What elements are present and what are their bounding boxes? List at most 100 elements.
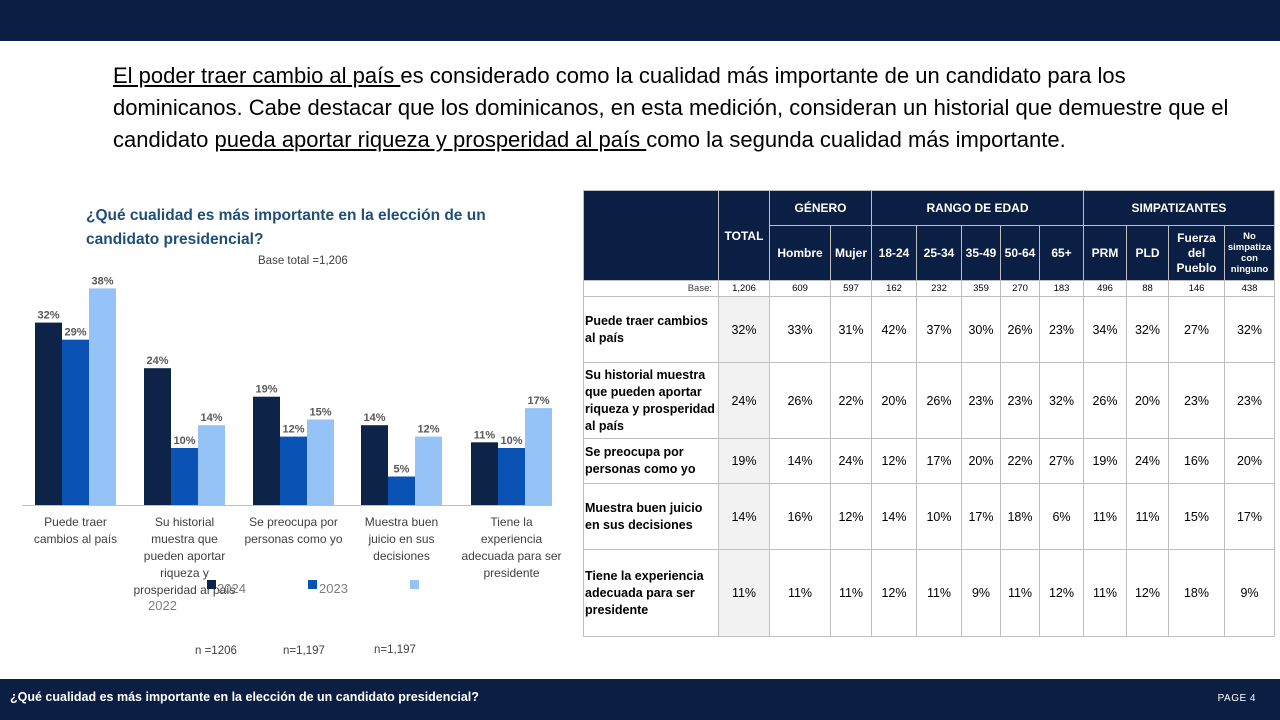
cell-value: 16% xyxy=(1168,438,1225,484)
cell-value: 32% xyxy=(1039,362,1084,439)
header-pld: PLD xyxy=(1126,225,1169,281)
n-label-2022: n=1,197 xyxy=(374,644,416,656)
row-label: Se preocupa por personas como yo xyxy=(583,438,719,484)
data-label: 19% xyxy=(255,384,277,396)
cell-value: 27% xyxy=(1168,296,1225,363)
header-no-simpatiza: No simpatiza con ninguno xyxy=(1224,225,1275,281)
data-label: 32% xyxy=(37,310,59,322)
bar-2024-1 xyxy=(144,368,171,505)
cell-value: 22% xyxy=(1000,438,1040,484)
cell-total: 14% xyxy=(718,483,770,550)
bar-2023-0 xyxy=(62,339,89,505)
data-label: 29% xyxy=(64,327,86,339)
cell-value: 20% xyxy=(1224,438,1275,484)
bar-2022-2 xyxy=(307,419,334,505)
legend-swatch-2 xyxy=(410,580,419,589)
data-label: 12% xyxy=(282,424,304,436)
base-label: Base: xyxy=(583,280,719,297)
row-label: Su historial muestra que pueden aportar … xyxy=(583,362,719,439)
cell-value: 20% xyxy=(871,362,917,439)
base-value: 88 xyxy=(1126,280,1169,297)
base-value: 496 xyxy=(1083,280,1127,297)
data-label: 14% xyxy=(363,412,385,424)
category-label: adecuada para ser xyxy=(461,549,561,563)
bar-2023-4 xyxy=(498,448,525,505)
bar-2024-4 xyxy=(471,442,498,505)
data-label: 12% xyxy=(417,424,439,436)
category-label: cambios al país xyxy=(34,532,117,546)
category-label: juicio en sus xyxy=(367,532,434,546)
header-edad: RANGO DE EDAD xyxy=(871,190,1084,226)
cell-value: 22% xyxy=(830,362,872,439)
cell-value: 32% xyxy=(1224,296,1275,363)
table-row: Tiene la experiencia adecuada para ser p… xyxy=(583,549,1275,637)
cell-value: 20% xyxy=(961,438,1001,484)
cell-total: 19% xyxy=(718,438,770,484)
bar-2024-2 xyxy=(253,396,280,505)
cell-value: 26% xyxy=(1000,296,1040,363)
bar-2022-1 xyxy=(198,425,225,505)
cell-value: 9% xyxy=(961,549,1001,637)
cell-value: 19% xyxy=(1083,438,1127,484)
intro-text-2: como la segunda cualidad más importante. xyxy=(646,127,1066,152)
base-value: 359 xyxy=(961,280,1001,297)
data-label: 5% xyxy=(394,464,410,476)
base-value: 183 xyxy=(1039,280,1084,297)
cell-total: 32% xyxy=(718,296,770,363)
base-row: Base: 1,206 609 597 162 232 359 270 183 … xyxy=(583,280,1275,297)
header-hombre: Hombre xyxy=(769,225,831,281)
chart-base-total: Base total =1,206 xyxy=(258,255,348,267)
base-value: 609 xyxy=(769,280,831,297)
intro-highlight-1: El poder traer cambio al país xyxy=(113,63,401,88)
data-label: 14% xyxy=(200,412,222,424)
bar-chart: 32% 24% 19% 14% 11% 29% 10% 12% 5% 10% 38% 14% 15% 12… xyxy=(22,275,562,610)
base-value: 1,206 xyxy=(718,280,770,297)
category-label: Su historial xyxy=(155,515,214,529)
bar-2024-0 xyxy=(35,322,62,505)
cell-value: 30% xyxy=(961,296,1001,363)
category-label: Muestra buen xyxy=(365,515,438,529)
cell-value: 27% xyxy=(1039,438,1084,484)
cell-value: 32% xyxy=(1126,296,1169,363)
n-label-2023: n=1,197 xyxy=(283,645,325,657)
cell-value: 11% xyxy=(1126,483,1169,550)
header-fuerza-del-pueblo: Fuerza del Pueblo xyxy=(1168,225,1225,281)
cell-value: 9% xyxy=(1224,549,1275,637)
intro-highlight-2: pueda aportar riqueza y prosperidad al p… xyxy=(214,127,647,152)
base-value: 438 xyxy=(1224,280,1275,297)
bar-2023-2 xyxy=(280,436,307,505)
cell-value: 26% xyxy=(769,362,831,439)
cell-value: 11% xyxy=(830,549,872,637)
cell-value: 37% xyxy=(916,296,962,363)
base-value: 270 xyxy=(1000,280,1040,297)
intro-text-1: es considerado como la cualidad más impo… xyxy=(113,63,1229,152)
cell-value: 42% xyxy=(871,296,917,363)
intro-paragraph: El poder traer cambio al país es conside… xyxy=(113,60,1243,156)
legend-swatch-0 xyxy=(207,580,216,589)
bar-2022-3 xyxy=(415,436,442,505)
header-18-24: 18-24 xyxy=(871,225,917,281)
data-label: 10% xyxy=(500,435,522,447)
cell-value: 18% xyxy=(1168,549,1225,637)
legend-label: 2022 xyxy=(148,598,177,610)
header-50-64: 50-64 xyxy=(1000,225,1040,281)
bar-2023-3 xyxy=(388,476,415,505)
n-label-2024: n =1206 xyxy=(195,645,237,657)
header-genero: GÉNERO xyxy=(769,190,872,226)
base-value: 146 xyxy=(1168,280,1225,297)
header-65-plus: 65+ xyxy=(1039,225,1084,281)
cell-value: 24% xyxy=(1126,438,1169,484)
cell-value: 34% xyxy=(1083,296,1127,363)
cell-value: 6% xyxy=(1039,483,1084,550)
footer-bar: ¿Qué cualidad es más importante en la el… xyxy=(0,679,1280,720)
cell-value: 23% xyxy=(1224,362,1275,439)
cell-value: 17% xyxy=(961,483,1001,550)
data-label: 10% xyxy=(173,435,195,447)
legend-swatch-1 xyxy=(308,580,317,589)
table-row: Su historial muestra que pueden aportar … xyxy=(583,362,1275,439)
data-label: 11% xyxy=(474,429,496,441)
cell-value: 14% xyxy=(871,483,917,550)
category-label: riqueza y xyxy=(160,566,209,580)
cell-value: 11% xyxy=(769,549,831,637)
cell-value: 33% xyxy=(769,296,831,363)
